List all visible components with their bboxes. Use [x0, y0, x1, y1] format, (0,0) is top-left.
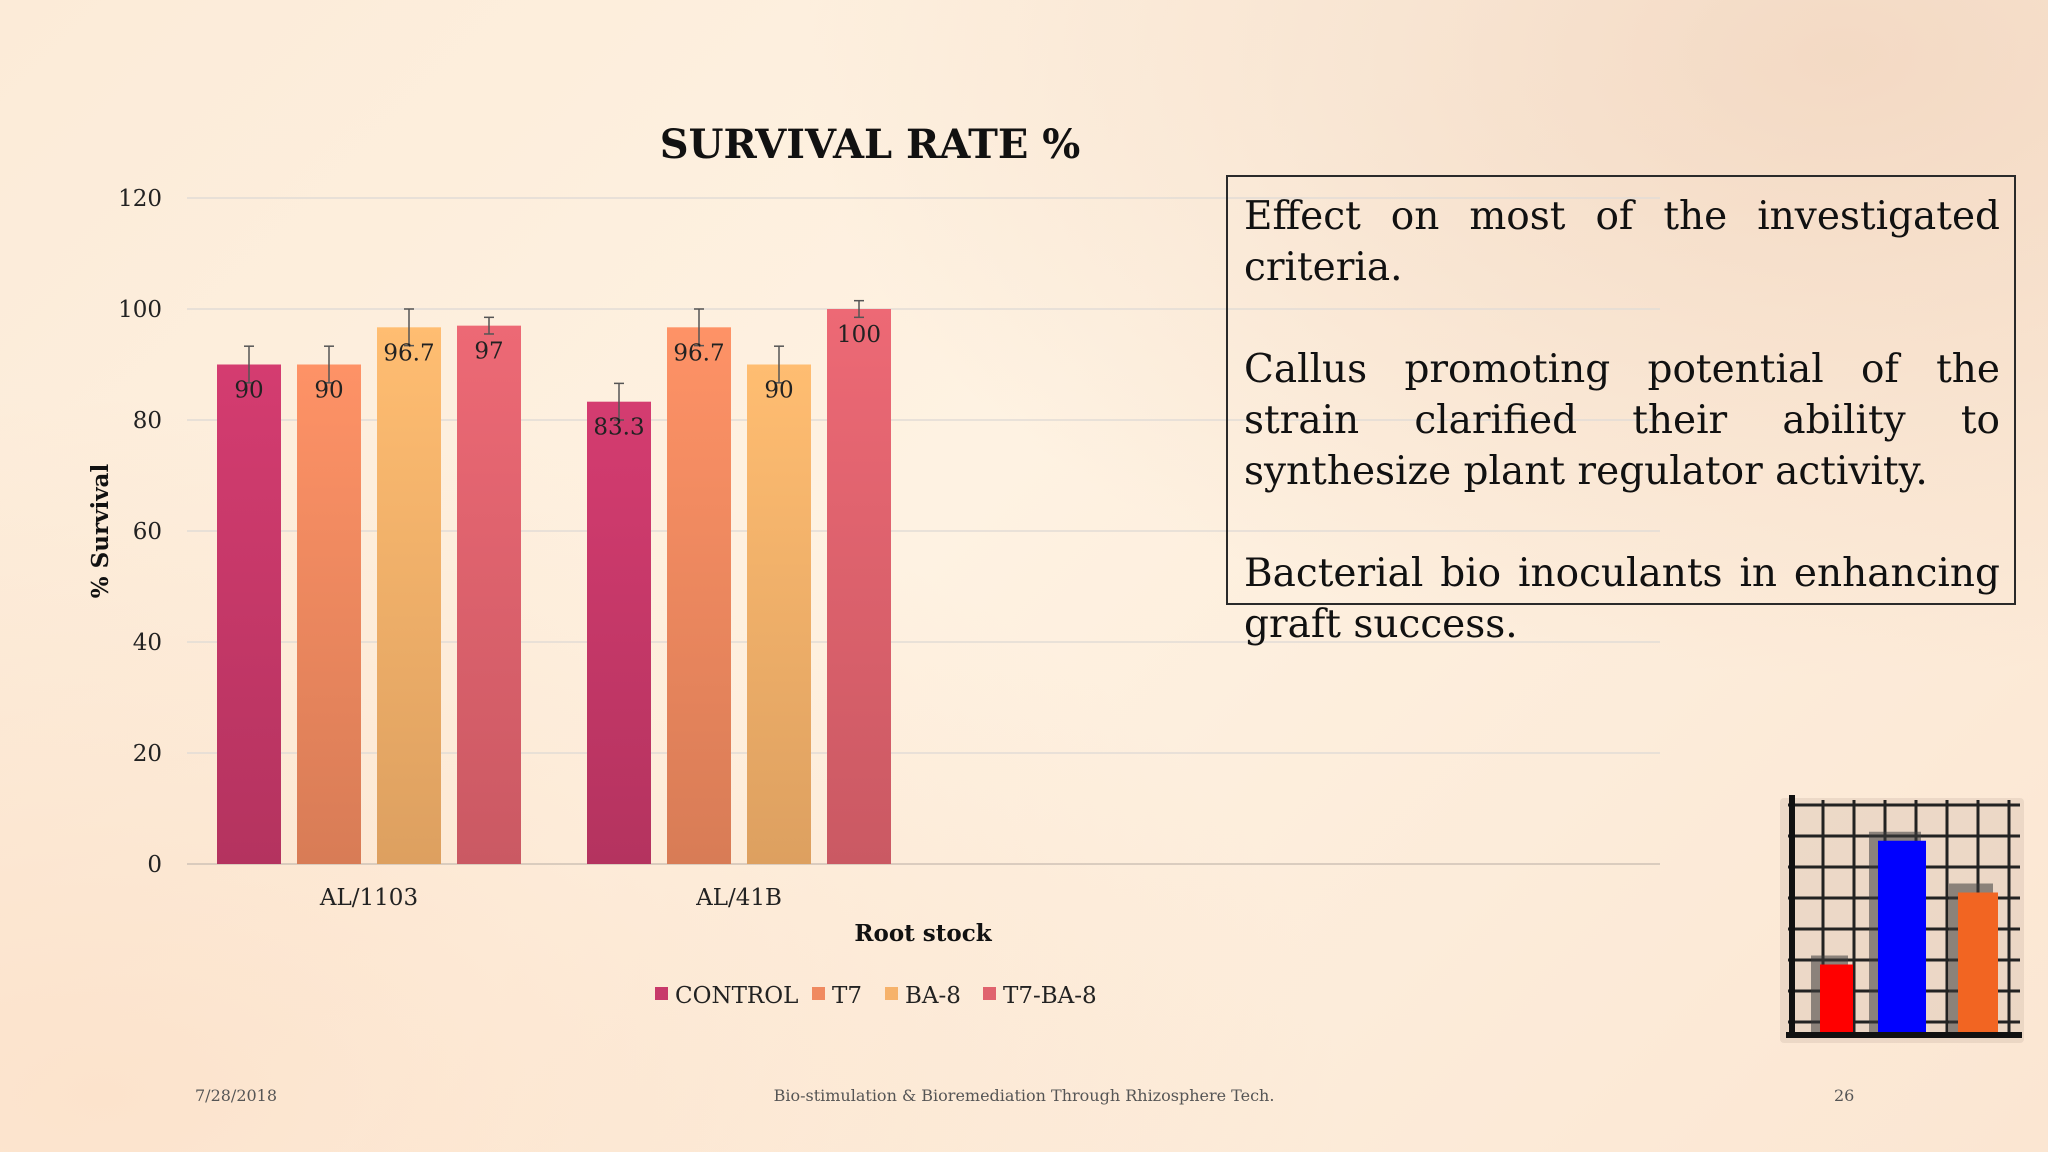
y-tick-label: 0 — [147, 852, 162, 878]
data-label: 97 — [474, 339, 503, 365]
bar-t7-ba-8 — [827, 309, 891, 864]
legend-label: BA-8 — [905, 983, 961, 1009]
bar-t7-ba-8 — [457, 325, 521, 864]
data-label: 83.3 — [593, 415, 644, 441]
legend-swatch-control — [655, 987, 668, 1000]
y-tick-label: 60 — [133, 519, 162, 545]
page-number: 26 — [1834, 1086, 1855, 1105]
summary-paragraph-2: Callus promoting potential of the strain… — [1244, 347, 2000, 494]
bar-ba-8 — [377, 327, 441, 864]
bar-t7 — [667, 327, 731, 864]
summary-text-box: Effect on most of the investigated crite… — [1226, 175, 2016, 647]
data-label: 90 — [234, 378, 263, 404]
legend-swatch-t7-ba-8 — [983, 987, 996, 1000]
y-tick-label: 20 — [133, 741, 162, 767]
data-label: 100 — [837, 322, 881, 348]
x-tick-label: AL/41B — [695, 885, 782, 911]
bar-chart-clipart-icon — [1780, 795, 2024, 1043]
y-tick-label: 40 — [133, 630, 162, 656]
bar-control — [587, 401, 651, 864]
footer-date: 7/28/2018 — [195, 1086, 278, 1105]
bar-ba-8 — [747, 364, 811, 864]
legend-swatch-ba-8 — [885, 987, 898, 1000]
clipart-bar — [1820, 964, 1853, 1032]
data-label: 96.7 — [383, 340, 434, 366]
data-label: 90 — [314, 378, 343, 404]
clipart-bar — [1878, 840, 1926, 1032]
legend-label: T7-BA-8 — [1003, 983, 1097, 1009]
y-tick-label: 120 — [118, 186, 162, 212]
x-axis-label: Root stock — [854, 920, 992, 947]
legend-swatch-t7 — [812, 987, 825, 1000]
clipart-bar — [1958, 892, 1998, 1032]
data-label: 90 — [764, 378, 793, 404]
data-label: 96.7 — [673, 340, 724, 366]
bar-control — [217, 364, 281, 864]
bar-t7 — [297, 364, 361, 864]
y-axis-label: % Survival — [87, 464, 114, 599]
y-tick-label: 80 — [133, 408, 162, 434]
y-tick-label: 100 — [118, 297, 162, 323]
footer-title: Bio-stimulation & Bioremediation Through… — [773, 1086, 1275, 1105]
chart-title: SURVIVAL RATE % — [660, 121, 1081, 168]
x-tick-label: AL/1103 — [319, 885, 418, 911]
summary-paragraph-1: Effect on most of the investigated crite… — [1244, 194, 2000, 290]
legend-label: CONTROL — [675, 983, 798, 1009]
legend-label: T7 — [832, 983, 862, 1009]
summary-paragraph-3: Bacterial bio inoculants in enhancing gr… — [1244, 551, 2000, 647]
